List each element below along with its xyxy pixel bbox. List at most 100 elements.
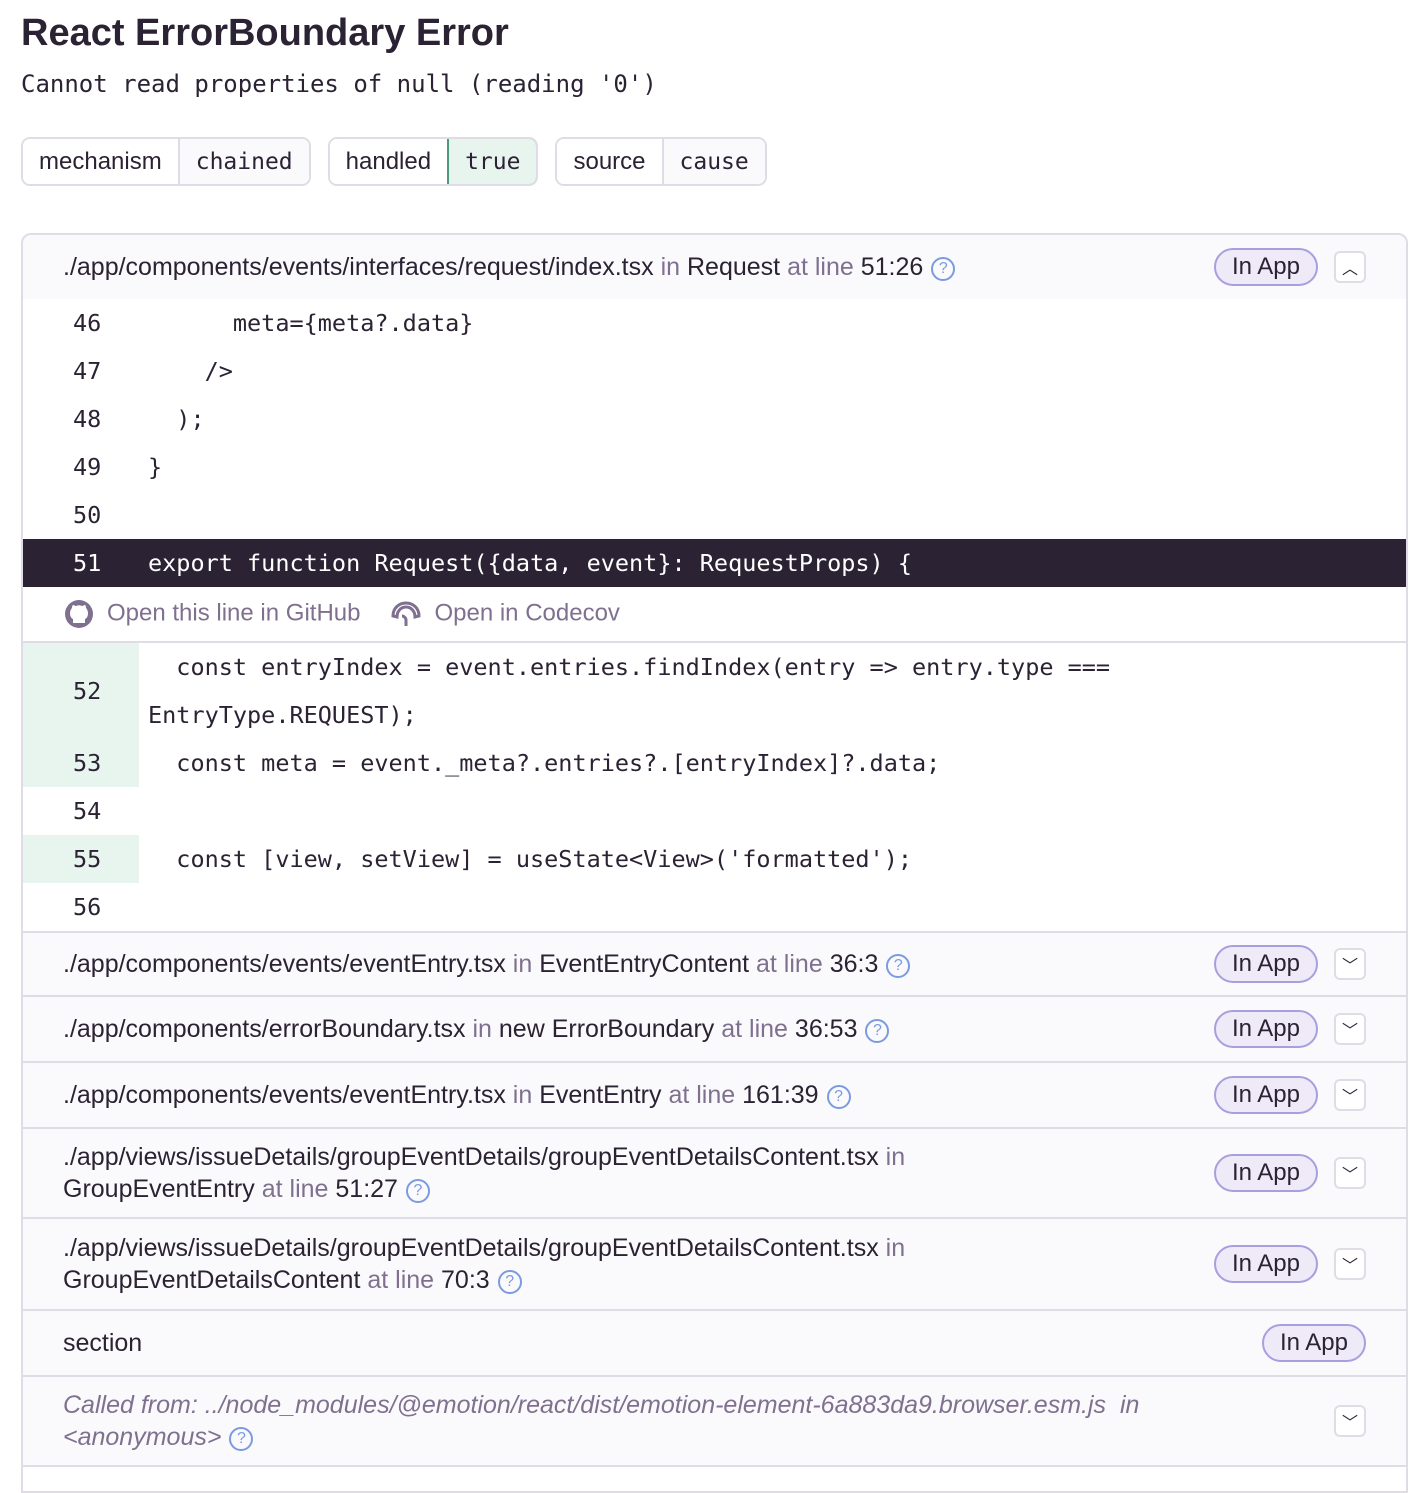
frame-line: 36:53 xyxy=(794,1015,858,1043)
page-title: React ErrorBoundary Error xyxy=(21,12,509,54)
frame-function: <anonymous> xyxy=(63,1423,222,1451)
frame-in: in xyxy=(660,253,681,281)
line-number: 54 xyxy=(73,797,102,825)
code-text: const entryIndex = event.entries.findInd… xyxy=(148,653,1125,729)
frame-in: in xyxy=(512,1081,533,1109)
frame-row[interactable]: ./app/components/events/eventEntry.tsx i… xyxy=(23,931,1406,997)
code-line: 48 ); xyxy=(23,395,1406,443)
frame-row[interactable]: ./app/views/issueDetails/groupEventDetai… xyxy=(23,1219,1406,1311)
frame-function: GroupEventEntry xyxy=(63,1175,255,1203)
frame-function: EventEntry xyxy=(539,1081,662,1109)
line-number: 49 xyxy=(73,453,102,481)
frame-row[interactable]: ./app/components/events/eventEntry.tsx i… xyxy=(23,1063,1406,1129)
help-icon[interactable]: ? xyxy=(886,954,911,978)
in-app-badge: In App xyxy=(1213,1010,1318,1048)
code-line: 52 const entryIndex = event.entries.find… xyxy=(23,643,1406,739)
frame-file: ./app/components/events/eventEntry.tsx xyxy=(63,950,506,978)
stack-trace: ./app/components/events/interfaces/reque… xyxy=(21,233,1408,1493)
code-text xyxy=(139,883,1139,931)
help-icon[interactable]: ? xyxy=(931,257,956,281)
frame-row[interactable]: ./app/components/errorBoundary.tsx in ne… xyxy=(23,997,1406,1063)
code-line: 46 meta={meta?.data} xyxy=(23,299,1406,347)
frame-at: at line xyxy=(367,1266,435,1294)
code-text xyxy=(139,787,1139,835)
line-number: 48 xyxy=(73,405,102,433)
code-line: 49} xyxy=(23,443,1406,491)
chevron-down-icon[interactable]: ﹀ xyxy=(1334,948,1366,980)
codecov-link-label: Open in Codecov xyxy=(434,599,620,627)
frame-line: 51:26 xyxy=(860,253,924,281)
frame-function: Request xyxy=(687,253,781,281)
line-number: 56 xyxy=(73,893,102,921)
tag-value: true xyxy=(447,139,537,184)
line-number: 50 xyxy=(73,501,102,529)
code-line: 50 xyxy=(23,491,1406,539)
frame-at: at line xyxy=(721,1015,788,1043)
github-link[interactable]: Open this line in GitHub xyxy=(63,598,360,630)
code-line: 54 xyxy=(23,787,1406,835)
help-icon[interactable]: ? xyxy=(229,1427,254,1451)
code-text: meta={meta?.data} xyxy=(148,309,474,337)
frame-file: ../node_modules/@emotion/react/dist/emot… xyxy=(204,1391,1107,1419)
codecov-icon xyxy=(390,598,422,630)
frame-in: in xyxy=(885,1234,906,1262)
code-text xyxy=(139,491,1139,539)
tag-source[interactable]: source cause xyxy=(555,137,767,186)
frame-file: ./app/components/errorBoundary.tsx xyxy=(63,1015,466,1043)
chevron-down-icon[interactable]: ﹀ xyxy=(1334,1248,1366,1280)
in-app-badge: In App xyxy=(1213,945,1318,983)
code-line: 56 xyxy=(23,883,1406,931)
code-context: 46 meta={meta?.data} 47 /> 48 ); 49} 50 51 exp… xyxy=(23,299,1406,587)
frame-row[interactable]: ./app/components/events/interfaces/reque… xyxy=(23,235,1406,299)
help-icon[interactable]: ? xyxy=(405,1179,430,1203)
frame-line: 36:3 xyxy=(829,950,879,978)
frame-function: GroupEventDetailsContent xyxy=(63,1266,361,1294)
frame-in: in xyxy=(885,1143,906,1171)
frame-file: ./app/components/events/eventEntry.tsx xyxy=(63,1081,506,1109)
help-icon[interactable]: ? xyxy=(497,1270,522,1294)
line-number: 55 xyxy=(23,835,139,883)
frame-line: 70:3 xyxy=(441,1266,490,1294)
called-from-label: Called from: xyxy=(63,1391,198,1419)
line-number: 52 xyxy=(23,643,139,739)
chevron-down-icon[interactable]: ﹀ xyxy=(1334,1405,1366,1437)
chevron-down-icon[interactable]: ﹀ xyxy=(1334,1157,1366,1189)
tag-value: chained xyxy=(177,139,309,184)
github-icon xyxy=(63,598,95,630)
frame-file: ./app/views/issueDetails/groupEventDetai… xyxy=(63,1143,879,1171)
frame-in: in xyxy=(512,950,533,978)
frame-row[interactable]: Called from: ../node_modules/@emotion/re… xyxy=(23,1377,1406,1467)
codecov-link[interactable]: Open in Codecov xyxy=(390,598,620,630)
help-icon[interactable]: ? xyxy=(865,1019,890,1043)
frame-at: at line xyxy=(668,1081,736,1109)
tag-key: source xyxy=(557,139,662,184)
frame-at: at line xyxy=(756,950,823,978)
code-line: 55 const [view, setView] = useState<View… xyxy=(23,835,1406,883)
active-code-line: 51 export function Request({data, event}:… xyxy=(23,539,1406,587)
help-icon[interactable]: ? xyxy=(826,1085,851,1109)
tag-list: mechanism chained handled true source cause xyxy=(21,137,767,186)
in-app-badge: In App xyxy=(1261,1324,1366,1362)
frame-file: section xyxy=(63,1329,143,1357)
code-context: 52 const entryIndex = event.entries.find… xyxy=(23,643,1406,931)
frame-file: ./app/views/issueDetails/groupEventDetai… xyxy=(63,1234,879,1262)
code-text: const meta = event._meta?.entries?.[entr… xyxy=(148,749,941,777)
code-line: 53 const meta = event._meta?.entries?.[e… xyxy=(23,739,1406,787)
github-link-label: Open this line in GitHub xyxy=(107,599,361,627)
chevron-down-icon[interactable]: ﹀ xyxy=(1334,1079,1366,1111)
frame-row[interactable]: ./app/views/issueDetails/groupEventDetai… xyxy=(23,1129,1406,1219)
code-text: const [view, setView] = useState<View>('… xyxy=(148,845,913,873)
frame-file: ./app/components/events/interfaces/reque… xyxy=(63,253,654,281)
error-message: Cannot read properties of null (reading … xyxy=(21,70,657,98)
line-number: 47 xyxy=(73,357,102,385)
chevron-up-icon[interactable]: ︿ xyxy=(1334,251,1366,283)
tag-mechanism[interactable]: mechanism chained xyxy=(21,137,311,186)
chevron-down-icon[interactable]: ﹀ xyxy=(1334,1013,1366,1045)
tag-handled[interactable]: handled true xyxy=(327,137,539,186)
frame-row[interactable]: section In App xyxy=(23,1311,1406,1377)
in-app-badge: In App xyxy=(1213,248,1318,286)
frame-line: 51:27 xyxy=(335,1175,398,1203)
code-line: 47 /> xyxy=(23,347,1406,395)
tag-key: handled xyxy=(329,139,448,184)
tag-value: cause xyxy=(661,139,765,184)
